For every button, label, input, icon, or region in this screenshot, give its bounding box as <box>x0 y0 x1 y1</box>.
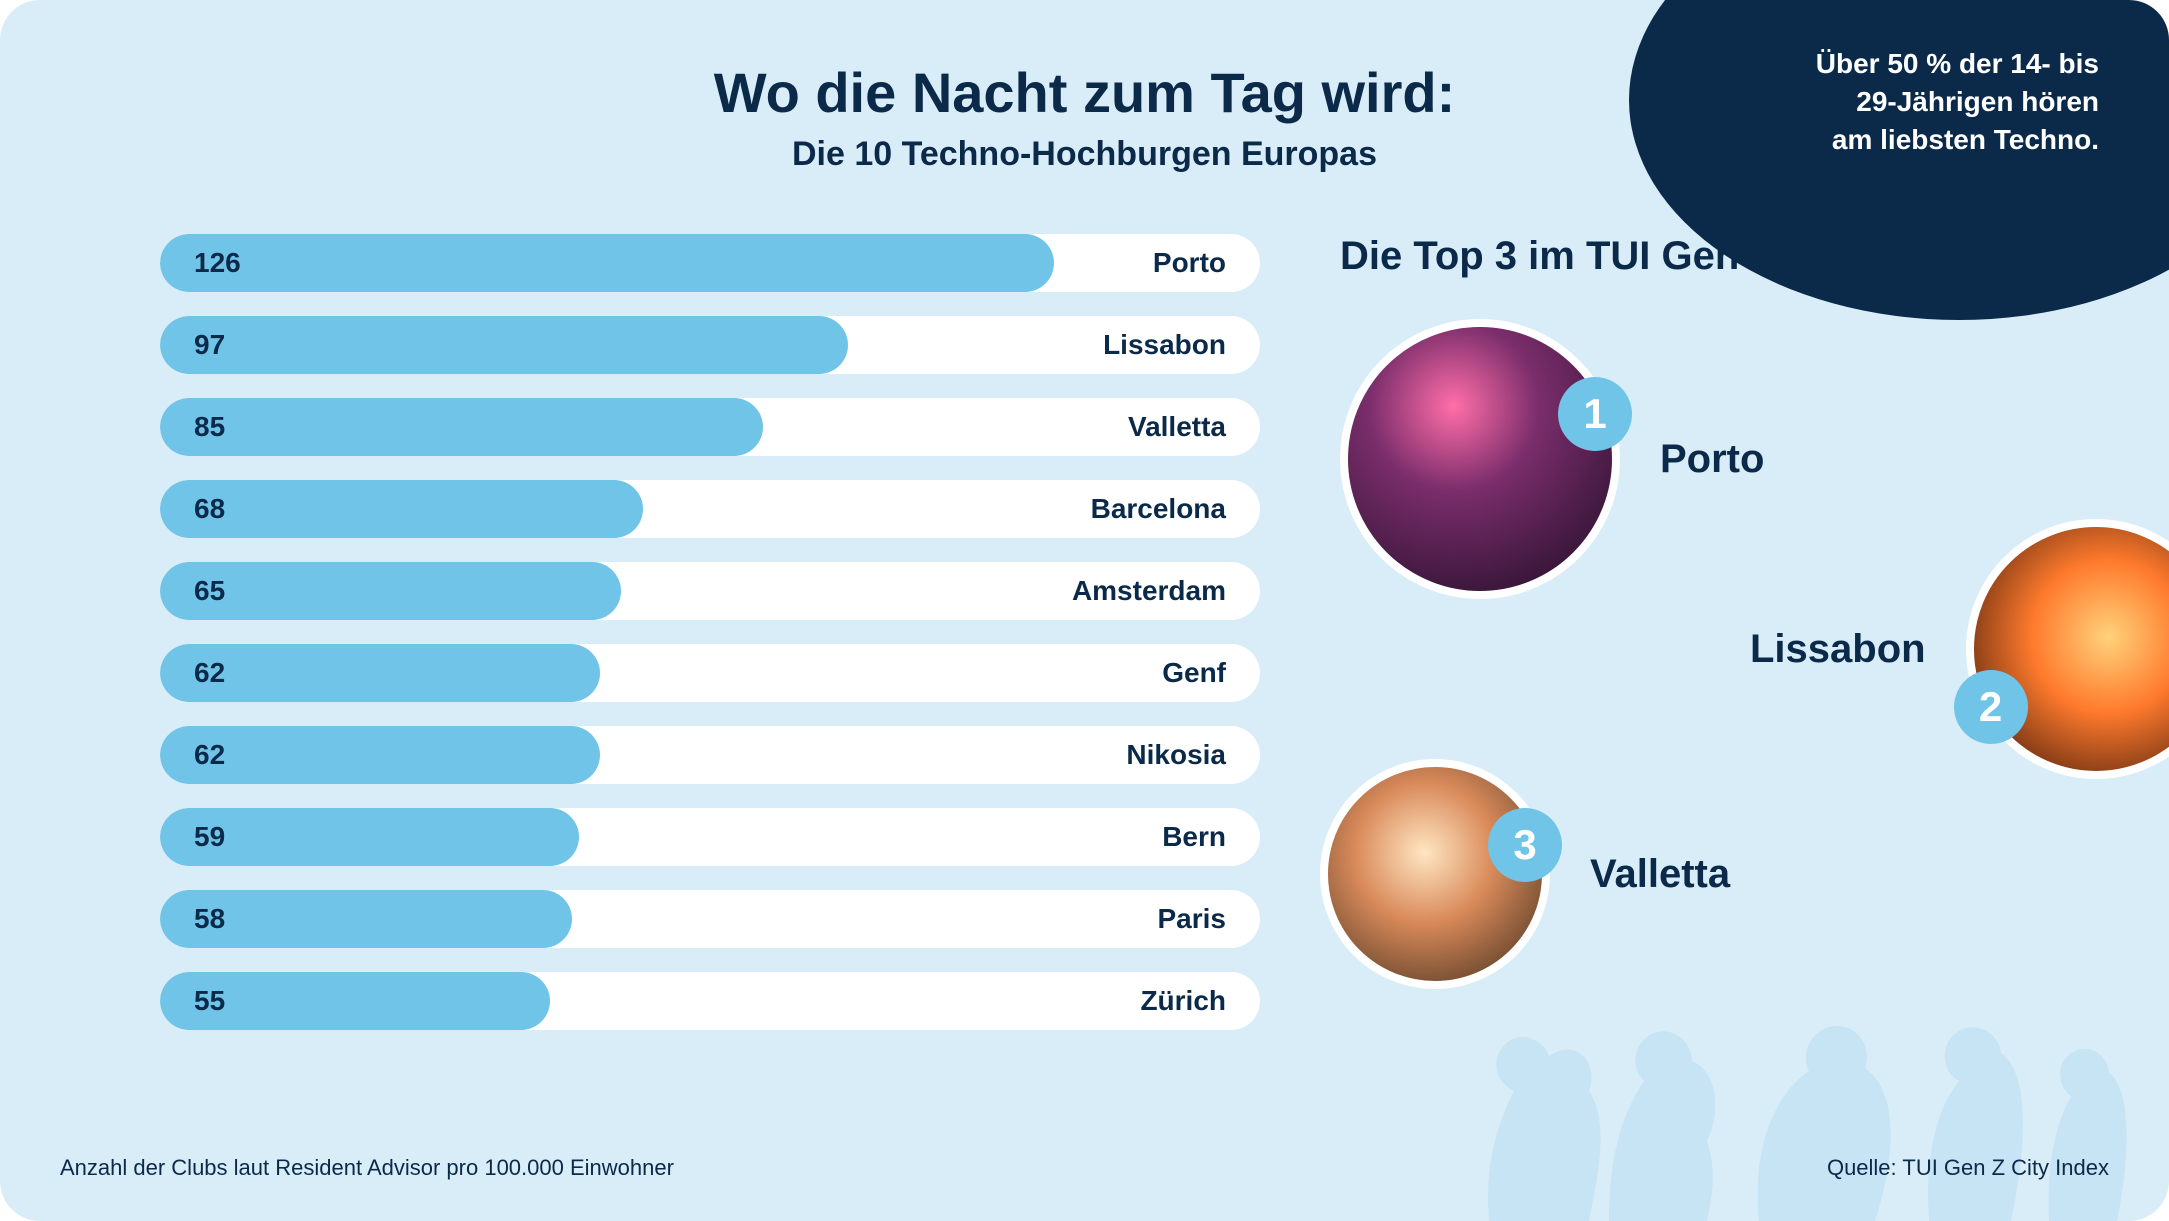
top3-item: 3 Valletta <box>1320 759 1730 989</box>
bar-label: Amsterdam <box>1072 575 1226 607</box>
rank-badge: 3 <box>1488 808 1562 882</box>
top3-panel: Die Top 3 im TUI Gen Z City Index 1 Porto… <box>1320 234 2059 1054</box>
corner-fact-text: Über 50 % der 14- bis 29-Jährigen hören … <box>1739 45 2099 158</box>
bar-label: Bern <box>1162 821 1226 853</box>
bar-label: Porto <box>1153 247 1226 279</box>
top3-image: 2 <box>1966 519 2169 779</box>
top3-item: 1 Porto <box>1340 319 1764 599</box>
bar-label: Lissabon <box>1103 329 1226 361</box>
top3-area: 1 Porto Lissabon 2 3 Valletta <box>1320 319 2059 1019</box>
corner-line-1: Über 50 % der 14- bis <box>1816 48 2099 79</box>
bar-fill <box>160 562 621 620</box>
top3-image: 3 <box>1320 759 1550 989</box>
top3-item: Lissabon 2 <box>1750 519 2169 779</box>
bar-label: Valletta <box>1128 411 1226 443</box>
bar-fill <box>160 480 643 538</box>
bar-fill <box>160 316 848 374</box>
corner-line-2: 29-Jährigen hören <box>1856 86 2099 117</box>
bar-value: 58 <box>194 903 225 935</box>
bar-label: Zürich <box>1140 985 1226 1017</box>
infographic-canvas: Über 50 % der 14- bis 29-Jährigen hören … <box>0 0 2169 1221</box>
bar-fill <box>160 726 600 784</box>
bar-value: 65 <box>194 575 225 607</box>
bar-label: Paris <box>1158 903 1227 935</box>
bar-row: 126 Porto <box>160 234 1260 292</box>
bar-row: 55 Zürich <box>160 972 1260 1030</box>
bar-value: 85 <box>194 411 225 443</box>
corner-line-3: am liebsten Techno. <box>1832 124 2099 155</box>
bar-row: 58 Paris <box>160 890 1260 948</box>
top3-label: Lissabon <box>1750 627 1926 672</box>
top3-label: Valletta <box>1590 852 1730 897</box>
rank-badge: 2 <box>1954 670 2028 744</box>
top3-image: 1 <box>1340 319 1620 599</box>
bar-row: 85 Valletta <box>160 398 1260 456</box>
content-row: 126Porto97Lissabon85Valletta68Barcelona6… <box>0 174 2169 1054</box>
bar-row: 65 Amsterdam <box>160 562 1260 620</box>
top3-label: Porto <box>1660 437 1764 482</box>
bar-fill <box>160 398 763 456</box>
bar-label: Genf <box>1162 657 1226 689</box>
bar-value: 97 <box>194 329 225 361</box>
bar-row: 62 Genf <box>160 644 1260 702</box>
bar-row: 97 Lissabon <box>160 316 1260 374</box>
footnote-left: Anzahl der Clubs laut Resident Advisor p… <box>60 1155 674 1181</box>
top3-title: Die Top 3 im TUI Gen Z City Index <box>1340 234 2059 279</box>
rank-badge: 1 <box>1558 377 1632 451</box>
bar-value: 62 <box>194 657 225 689</box>
bar-row: 68 Barcelona <box>160 480 1260 538</box>
bar-fill <box>160 644 600 702</box>
bar-row: 62 Nikosia <box>160 726 1260 784</box>
bar-value: 62 <box>194 739 225 771</box>
bar-chart: 126Porto97Lissabon85Valletta68Barcelona6… <box>160 234 1260 1054</box>
bar-value: 68 <box>194 493 225 525</box>
bar-label: Nikosia <box>1126 739 1226 771</box>
bar-fill <box>160 234 1054 292</box>
bar-label: Barcelona <box>1091 493 1226 525</box>
bar-value: 55 <box>194 985 225 1017</box>
footnote-right: Quelle: TUI Gen Z City Index <box>1827 1155 2109 1181</box>
bar-row: 59 Bern <box>160 808 1260 866</box>
bar-value: 59 <box>194 821 225 853</box>
bar-value: 126 <box>194 247 241 279</box>
